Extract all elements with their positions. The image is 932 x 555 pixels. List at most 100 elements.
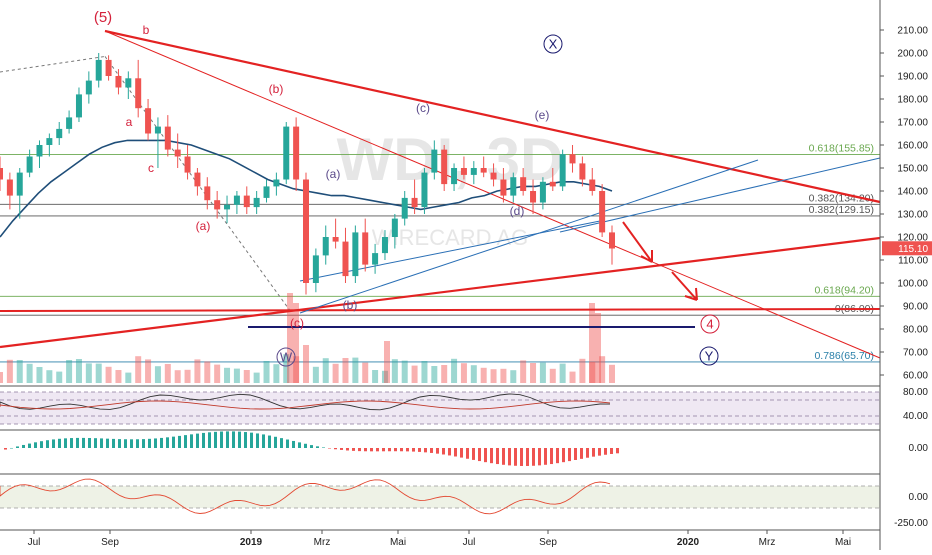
fib-level-label: 0.618(155.85) xyxy=(809,143,874,155)
cci-tick-label: 0.00 xyxy=(909,492,929,503)
candle-body xyxy=(253,197,260,208)
fib-levels: 0.618(155.85) 0.382(134.20)0.382(129.15) 0… xyxy=(0,143,880,363)
fib-level-label: 0.382(129.15) xyxy=(809,204,874,216)
candle-body xyxy=(342,241,349,277)
momentum-bar xyxy=(514,448,517,466)
wave-label-e: (e) xyxy=(535,108,550,122)
momentum-bar xyxy=(538,448,541,466)
momentum-bar xyxy=(370,448,373,452)
momentum-bar xyxy=(190,434,193,448)
volume-bar xyxy=(174,370,181,383)
momentum-bar xyxy=(34,442,37,448)
price-tick-label: 180.00 xyxy=(897,95,928,106)
momentum-bar xyxy=(214,431,217,448)
candle-body xyxy=(184,156,191,173)
candle-body xyxy=(520,177,527,191)
wave-label-a2: (a) xyxy=(326,167,341,181)
volume-bar xyxy=(273,364,280,383)
momentum-bar xyxy=(550,448,553,465)
momentum-bar xyxy=(100,438,103,448)
momentum-bar xyxy=(232,431,235,448)
momentum-bar xyxy=(436,448,439,454)
wave-label-a: a xyxy=(126,115,133,129)
volume-bar xyxy=(539,362,546,383)
momentum-bar xyxy=(412,448,415,452)
volume-bar xyxy=(451,358,458,383)
momentum-bar xyxy=(388,448,391,452)
momentum-bar xyxy=(316,446,319,448)
momentum-bar xyxy=(166,437,169,448)
volume-bars xyxy=(0,293,615,383)
rsi-line xyxy=(0,393,611,411)
volume-bar xyxy=(322,358,329,383)
volume-bar xyxy=(16,360,23,383)
momentum-bar xyxy=(466,448,469,459)
momentum-bar xyxy=(280,438,283,448)
volume-bar xyxy=(431,366,438,383)
momentum-bar xyxy=(52,439,55,448)
momentum-bar xyxy=(220,431,223,448)
momentum-bar xyxy=(202,432,205,448)
momentum-bar xyxy=(208,432,211,448)
candle-body xyxy=(293,126,300,180)
momentum-bar xyxy=(298,442,301,448)
candle-body xyxy=(194,172,201,187)
volume-bar xyxy=(184,369,191,383)
volume-bar xyxy=(253,372,260,383)
momentum-bar xyxy=(496,448,499,465)
candle-body xyxy=(362,232,369,265)
wave-label-d: (d) xyxy=(510,204,525,218)
horizontal-red-line xyxy=(0,308,881,312)
time-axis[interactable]: Jul Sep 2019 Mrz Mai Jul Sep 2020 Mrz Mai xyxy=(0,529,880,548)
candle-body xyxy=(66,117,73,129)
volume-bar xyxy=(66,360,73,383)
time-tick-label: Mrz xyxy=(314,537,331,548)
price-tick-label: 210.00 xyxy=(897,26,928,37)
volume-bar xyxy=(56,371,63,383)
candle-body xyxy=(480,168,487,173)
candle-body xyxy=(421,172,428,208)
momentum-bar xyxy=(226,431,229,448)
momentum-bar xyxy=(610,448,613,454)
momentum-bar xyxy=(340,448,343,450)
price-tick-label: 80.00 xyxy=(903,325,928,336)
momentum-bar xyxy=(172,436,175,448)
candle-body xyxy=(214,200,221,210)
candle-body xyxy=(372,253,379,265)
candle-body xyxy=(500,179,507,196)
price-axis[interactable]: 210.00 200.00 190.00 180.00 170.00 160.00 150.… xyxy=(879,0,932,550)
candle-body xyxy=(352,232,359,277)
rsi-tick-label: 40.00 xyxy=(903,411,928,422)
momentum-bar xyxy=(394,448,397,452)
volume-bar xyxy=(490,369,497,383)
momentum-bar xyxy=(16,446,19,448)
time-tick-label: 2019 xyxy=(240,537,263,548)
price-tick-label: 190.00 xyxy=(897,72,928,83)
momentum-bar xyxy=(490,448,493,464)
momentum-bar xyxy=(58,438,61,448)
momentum-bar xyxy=(442,448,445,455)
volume-spike xyxy=(293,303,299,383)
time-tick-label: Mai xyxy=(390,537,406,548)
momentum-bar xyxy=(598,448,601,456)
momentum-bar xyxy=(70,438,73,448)
momentum-bar xyxy=(250,432,253,448)
momentum-bar xyxy=(286,439,289,448)
momentum-bar xyxy=(274,436,277,448)
resistance-line xyxy=(104,29,881,204)
indicator-panels: 80.00 40.00 0.00 0.00 -250.00 xyxy=(0,385,929,529)
volume-bar xyxy=(105,366,112,383)
momentum-bar xyxy=(334,448,337,450)
wave-circle xyxy=(543,34,563,54)
candle-body xyxy=(401,197,408,219)
wave-label-a-paren: (a) xyxy=(196,219,211,233)
down-arrow-2 xyxy=(671,271,698,301)
candle-body xyxy=(539,181,546,203)
volume-bar xyxy=(46,370,53,383)
wave-label-b2: (b) xyxy=(343,298,358,312)
momentum-bar xyxy=(454,448,457,457)
volume-bar xyxy=(342,358,349,383)
wave-circle xyxy=(276,347,296,367)
momentum-bar xyxy=(520,448,523,466)
